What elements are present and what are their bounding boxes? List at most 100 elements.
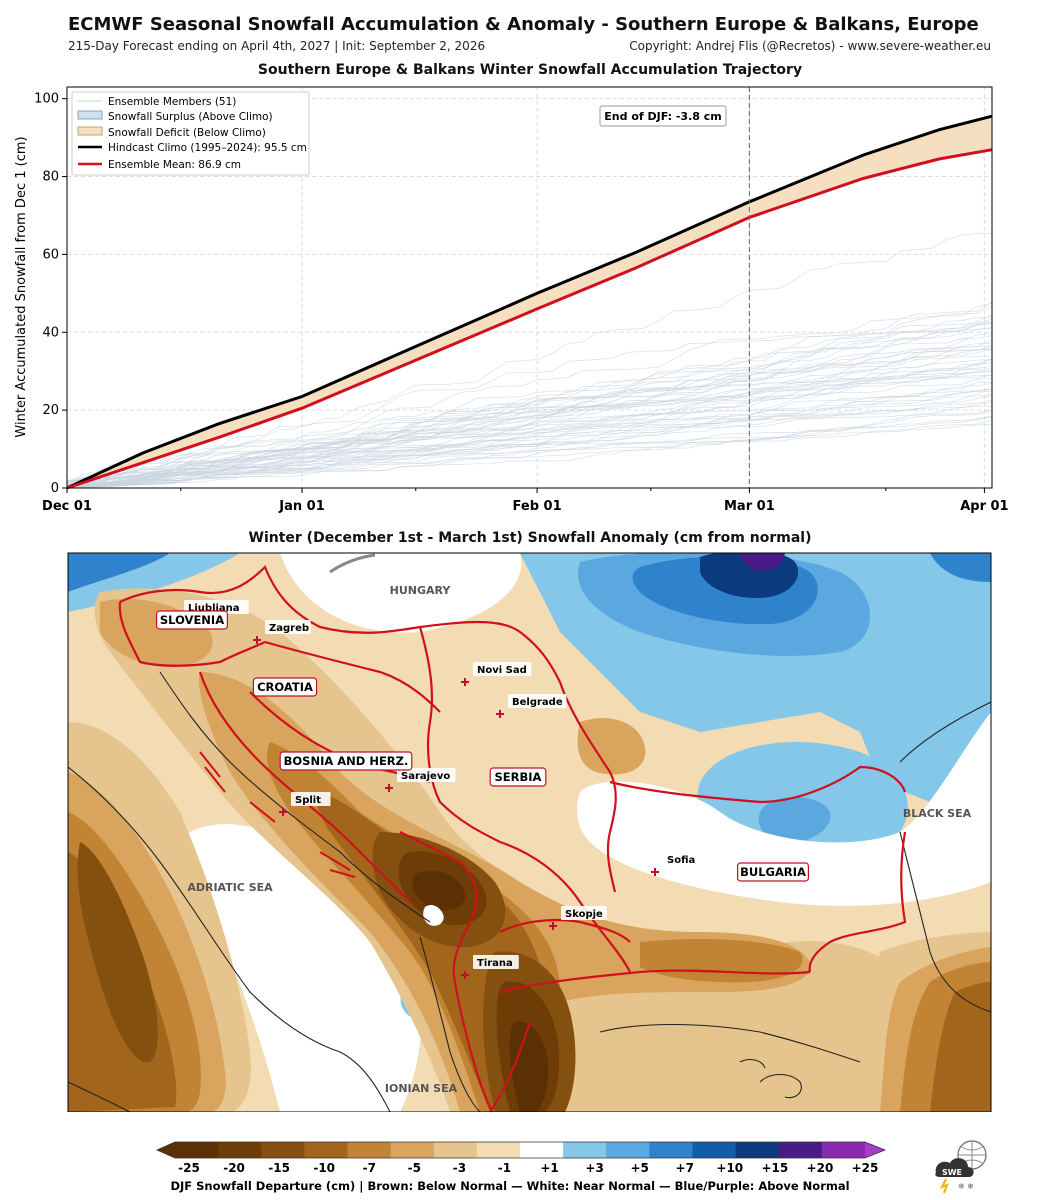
ensemble-member-4 <box>66 382 993 487</box>
legend-swatch-deficit <box>77 126 103 136</box>
ensemble-member-25 <box>66 233 993 483</box>
colorbar-tick-10: +5 <box>630 1161 648 1175</box>
country-label-box-serbia <box>489 767 547 787</box>
country-label-croatia: CROATIA <box>257 680 313 694</box>
ensemble-member-16 <box>67 402 993 488</box>
anomaly-brown-25-south <box>509 1021 549 1112</box>
ensemble-member-35 <box>66 359 993 488</box>
colorbar-segment-2 <box>261 1142 305 1158</box>
colorbar-tick-15: +25 <box>852 1161 879 1175</box>
colorbar-tick-8: +1 <box>540 1161 558 1175</box>
climo-line <box>66 114 993 490</box>
copyright: Copyright: Andrej Flis (@Recretos) - www… <box>629 39 991 53</box>
anomaly-blue-bulgaria-3 <box>758 797 831 843</box>
country-label-bosnia-and-herz: BOSNIA AND HERZ. <box>284 754 409 768</box>
colorbar-segment-7 <box>476 1142 521 1158</box>
colorbar-segment-11 <box>649 1142 693 1158</box>
anomaly-white-hungary <box>280 553 522 633</box>
city-label-box-tirana <box>473 955 519 969</box>
y-tick-1: 20 <box>42 403 59 418</box>
legend-climo: Hindcast Climo (1995–2024): 95.5 cm <box>108 142 307 154</box>
colorbar-label: DJF Snowfall Departure (cm) | Brown: Bel… <box>170 1179 849 1193</box>
ensemble-member-9 <box>66 416 993 485</box>
city-marker-split <box>279 808 287 816</box>
line-chart-frame <box>66 86 993 489</box>
anomaly-blue-ne-corner <box>930 553 991 582</box>
y-tick-2: 40 <box>42 325 59 340</box>
colorbar-segment-8 <box>520 1142 564 1158</box>
legend-deficit: Snowfall Deficit (Below Climo) <box>108 127 266 139</box>
colorbar-tick-4: -7 <box>363 1161 376 1175</box>
legend: Ensemble Members (51) Snowfall Surplus (… <box>71 91 310 176</box>
sea-label-adriatic-sea: ADRIATIC SEA <box>187 881 273 894</box>
city-label-sofia: Sofia <box>667 855 695 866</box>
colorbar-tick-7: -1 <box>498 1161 511 1175</box>
ensemble-member-37 <box>66 395 993 487</box>
country-label-box-bosnia-and-herz <box>279 751 413 771</box>
ensemble-member-36 <box>66 348 993 486</box>
colorbar-segment-14 <box>778 1142 823 1158</box>
swe-logo: SWE ❄ ❄ <box>935 1140 987 1194</box>
colorbar-tick-5: -5 <box>408 1161 421 1175</box>
sea-label-ionian-sea: IONIAN SEA <box>385 1082 458 1095</box>
colorbar-tick-14: +20 <box>807 1161 834 1175</box>
anomaly-brown-25 <box>412 870 466 911</box>
colorbar-tick-9: +3 <box>585 1161 603 1175</box>
ensemble-member-43 <box>66 391 993 488</box>
colorbar-segment-0 <box>175 1142 219 1158</box>
colorbar-segment-12 <box>692 1142 737 1158</box>
line-chart-title: Southern Europe & Balkans Winter Snowfal… <box>257 62 803 78</box>
colorbar-ticks: -25 -20 -15 -10 -7 -5 -3 -1 +1 +3 +5 +7 +10 +15 +20 +25 <box>178 1161 878 1175</box>
colorbar-segment-5 <box>390 1142 435 1158</box>
city-marker-zagreb <box>253 636 261 644</box>
map-fields <box>68 553 991 1112</box>
colorbar-arrow-left <box>157 1142 175 1158</box>
city-label-box-zagreb <box>265 620 311 634</box>
anomaly-brown-10-se <box>930 982 991 1112</box>
colorbar-outline <box>156 1141 887 1159</box>
x-tick-0: Dec 01 <box>42 499 92 514</box>
ensemble-member-48 <box>66 342 993 489</box>
ensemble-member-28 <box>66 371 993 486</box>
ensemble-member-44 <box>66 409 993 486</box>
city-marker-belgrade <box>496 710 504 718</box>
legend-swatch-surplus <box>77 110 103 120</box>
colorbar-segment-10 <box>606 1142 650 1158</box>
logo-text: SWE <box>942 1168 962 1177</box>
colorbar-tick-1: -20 <box>223 1161 245 1175</box>
anomaly-purple <box>740 553 785 571</box>
ensemble-member-49 <box>66 370 993 488</box>
sea-label-black-sea: BLACK SEA <box>903 807 972 820</box>
map-places: Ljubljana Zagreb Novi Sad Belgrade Sarajevo S… <box>156 584 972 1095</box>
city-marker-tirana <box>461 971 469 979</box>
country-label-slovenia: SLOVENIA <box>160 613 224 627</box>
colorbar-tick-6: -3 <box>453 1161 466 1175</box>
legend-ensemble: Ensemble Members (51) <box>108 96 236 108</box>
city-marker-sofia <box>651 868 659 876</box>
ensemble-member-38 <box>66 424 993 488</box>
anomaly-brown-5 <box>199 672 811 1112</box>
anomaly-brown-5-serbia <box>577 718 646 775</box>
ensemble-member-39 <box>66 348 993 488</box>
y-axis-label: Winter Accumulated Snowfall from Dec 1 (… <box>14 136 29 437</box>
anomaly-map: Ljubljana Zagreb Novi Sad Belgrade Sarajevo S… <box>67 552 992 1112</box>
city-label-novi-sad: Novi Sad <box>477 665 527 676</box>
city-label-split: Split <box>295 795 321 806</box>
city-label-zagreb: Zagreb <box>269 623 309 634</box>
globe-lines-icon <box>958 1141 986 1169</box>
anomaly-blue-nw <box>68 553 170 592</box>
city-label-ljubljana: Ljubljana <box>188 603 240 614</box>
city-label-tirana: Tirana <box>477 958 513 969</box>
country-label-box-bulgaria <box>736 862 809 882</box>
ensemble-member-33 <box>66 388 993 488</box>
legend-box <box>71 91 310 176</box>
map-frame <box>67 552 992 1112</box>
y-tick-0: 0 <box>51 481 59 496</box>
country-label-box-croatia <box>252 677 318 697</box>
colorbar-segment-6 <box>433 1142 478 1158</box>
y-axis-ticks: 0 20 40 60 80 100 <box>34 92 67 496</box>
ensemble-member-31 <box>66 419 993 487</box>
mean-line <box>66 148 993 490</box>
lightning-icon <box>939 1178 949 1194</box>
city-label-box-split <box>291 792 331 806</box>
